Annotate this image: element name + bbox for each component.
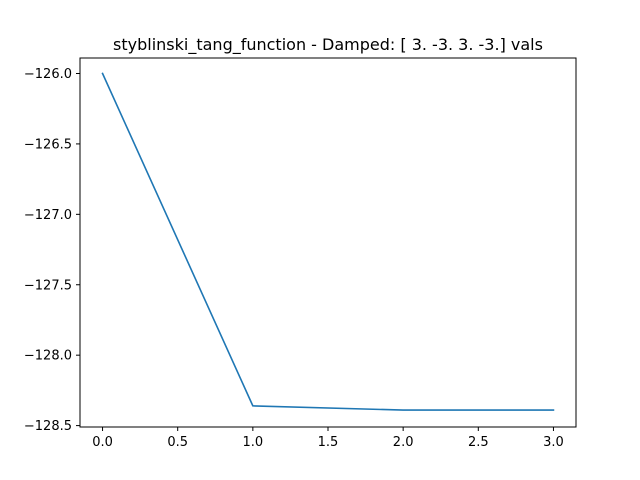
x-tick-label: 1.0 [243, 435, 264, 450]
x-axis: 0.0 0.5 1.0 1.5 2.0 2.5 3.0 [92, 427, 564, 450]
x-tick-label: 3.0 [543, 435, 564, 450]
chart-title: styblinski_tang_function - Damped: [ 3. … [113, 35, 543, 55]
x-tick-label: 2.0 [393, 435, 414, 450]
x-tick-label: 2.5 [468, 435, 489, 450]
plot-series [101, 72, 555, 411]
y-tick-label: −127.0 [24, 208, 72, 223]
y-tick-label: −128.5 [24, 419, 72, 434]
plot-frame [79, 57, 577, 428]
y-tick-label: −126.0 [24, 67, 72, 82]
series-line [101, 72, 555, 411]
y-tick-label: −128.0 [24, 349, 72, 364]
y-tick-label: −126.5 [24, 137, 72, 152]
x-tick-label: 1.5 [318, 435, 339, 450]
y-tick-label: −127.5 [24, 278, 72, 293]
x-tick-label: 0.0 [92, 435, 113, 450]
y-axis: −126.0 −126.5 −127.0 −127.5 −128.0 −128.5 [24, 67, 80, 434]
x-tick-label: 0.5 [167, 435, 188, 450]
